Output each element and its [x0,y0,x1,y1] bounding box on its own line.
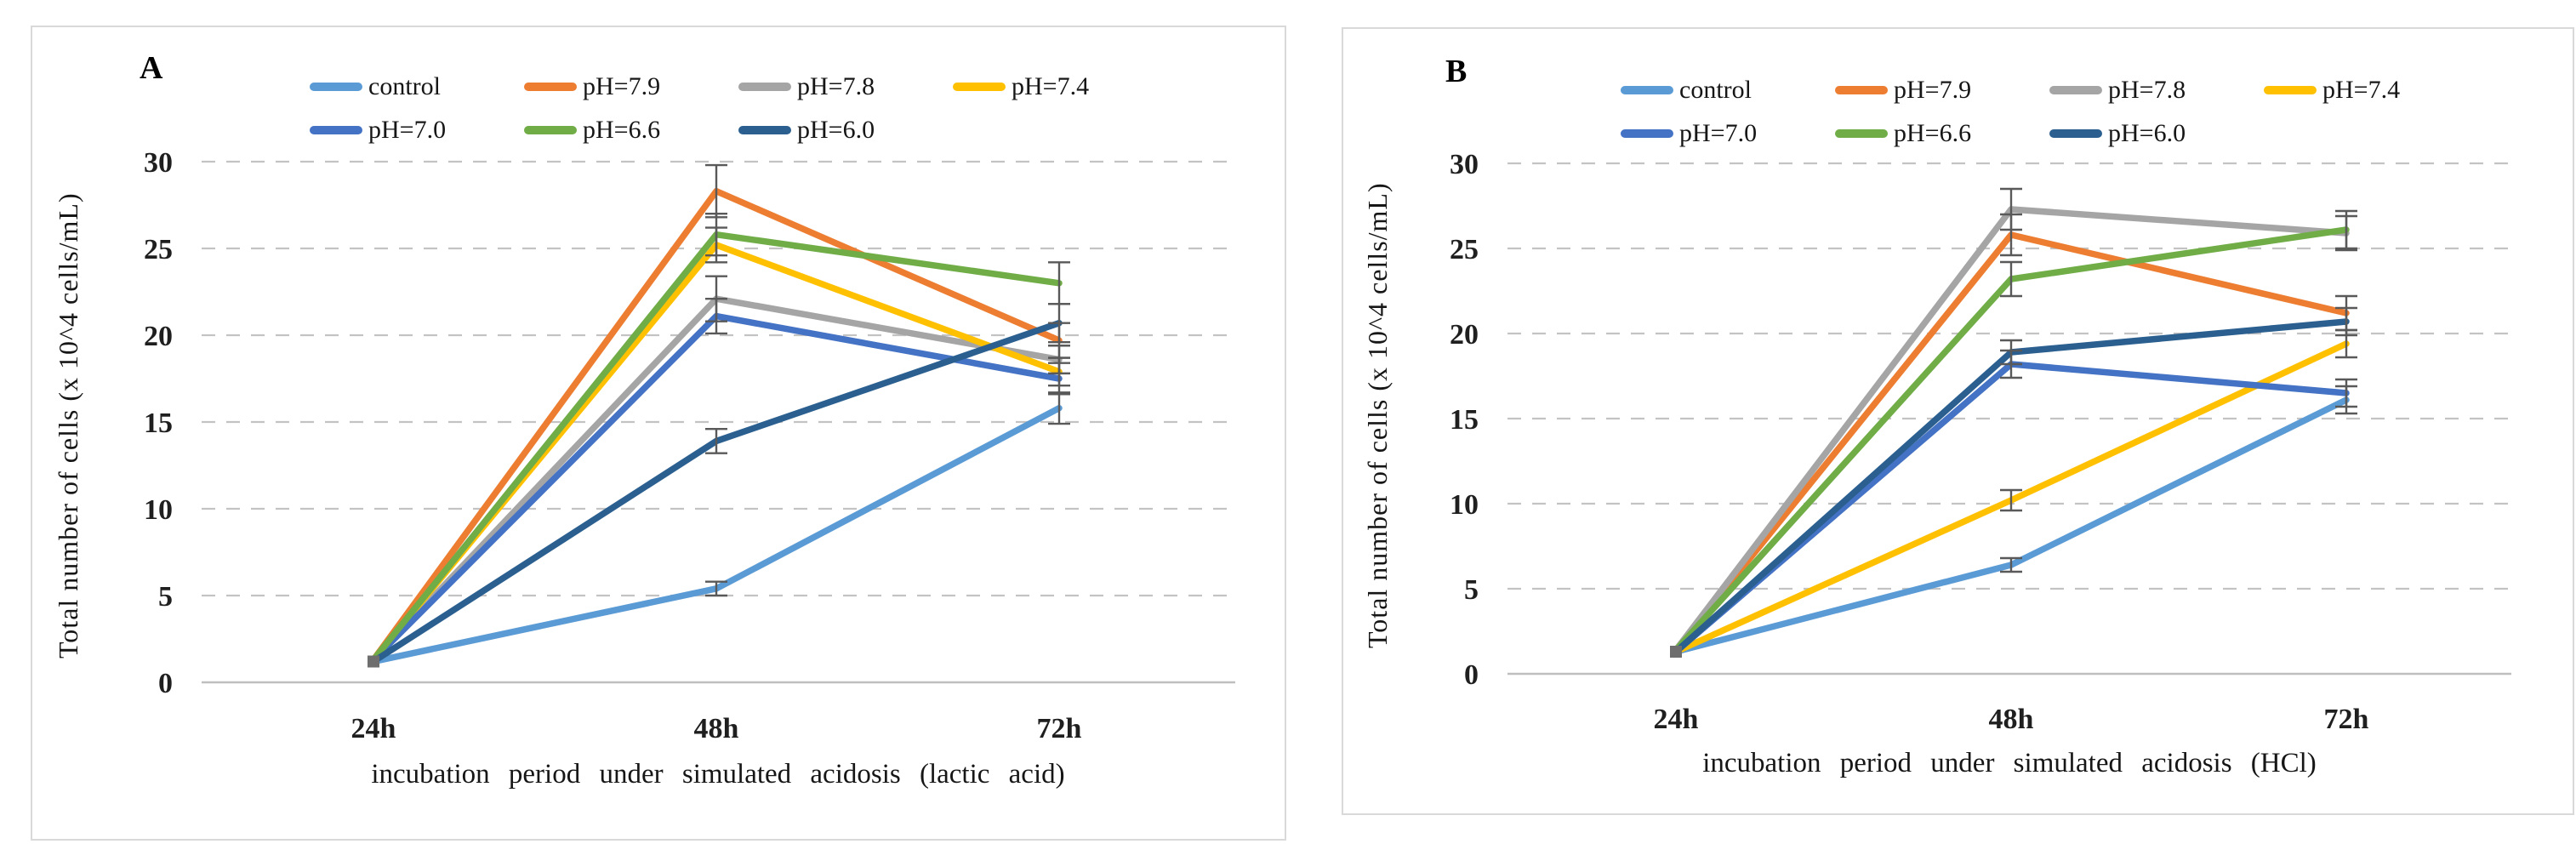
y-tick-label: 5 [158,581,173,613]
data-point-marker [368,655,379,668]
legend-item: pH=7.0 [1621,119,1835,148]
error-bar [705,297,727,335]
y-axis-title-b: Total number of cells (x 10^4 cells/mL) [1362,182,1393,648]
legend-label: pH=7.9 [583,71,661,100]
legend-item: pH=6.6 [524,116,738,145]
x-tick-label: 48h [1989,704,2034,735]
legend-b: control pH=7.9 pH=7.8 pH=7.4 pH=7.0 pH=6.6 pH=… [1621,68,2478,155]
error-bar [2335,209,2357,250]
panel-label-a: A [140,50,163,86]
legend-swatch-icon [738,82,791,91]
y-tick-label: 10 [144,494,173,526]
legend-item: pH=7.9 [1835,76,2049,105]
x-tick-label: 72h [2324,704,2369,735]
error-bar [1048,303,1070,344]
legend-label: pH=7.8 [2108,75,2186,104]
legend-label: pH=7.4 [1012,71,1090,100]
legend-label: pH=6.0 [2108,118,2186,147]
x-tick-label: 48h [694,713,739,744]
legend-label: pH=6.6 [1894,118,1972,147]
legend-item: pH=7.8 [2049,76,2264,105]
chart-plot-a: 0 5 10 15 20 25 30 24h 48h 72h [144,147,1235,744]
series-line-ph-7.0 [370,312,1063,664]
legend-swatch-icon [310,82,362,91]
y-tick-label: 20 [144,321,173,352]
legend-swatch-icon [2049,85,2102,94]
series-line-ph-7.9 [1673,231,2350,653]
error-bar [2000,556,2022,573]
error-bar [2000,339,2022,366]
legend-swatch-icon [953,82,1006,91]
error-bar [705,580,727,597]
y-tick-label: 25 [144,234,173,265]
series-line-ph-7.8 [370,295,1063,664]
y-axis-title-a: Total number of cells (x 10^4 cells/mL) [53,192,83,659]
legend-label: pH=6.0 [797,115,875,144]
legend-label: pH=6.6 [583,115,661,144]
legend-item: pH=7.4 [2264,76,2478,105]
error-bar [2335,378,2357,408]
legend-label: pH=7.8 [797,71,875,100]
legend-label: pH=7.0 [1679,118,1758,147]
legend-item: pH=7.4 [953,72,1167,101]
legend-swatch-icon [738,125,791,134]
legend-item: control [1621,76,1835,105]
legend-swatch-icon [2264,85,2317,94]
x-tick-label: 24h [351,713,396,744]
error-bar [705,212,727,257]
y-tick-label: 25 [1450,234,1479,265]
legend-item: pH=7.0 [310,116,524,145]
x-axis-title-b: incubation period under simulated acidos… [1702,748,2317,778]
y-tick-label: 0 [158,668,173,699]
legend-label: pH=7.4 [2322,75,2401,104]
series-line-ph-6.0 [370,319,1063,665]
y-tick-label: 5 [1464,574,1479,606]
y-tick-label: 20 [1450,319,1479,351]
legend-swatch-icon [1621,85,1673,94]
y-tick-label: 30 [144,147,173,179]
y-tick-label: 30 [1450,149,1479,180]
legend-label: pH=7.9 [1894,75,1972,104]
legend-swatch-icon [1621,128,1673,138]
legend-item: pH=7.8 [738,72,953,101]
error-bar [2000,260,2022,298]
chart-panel-b: B control pH=7.9 pH=7.8 pH=7.4 pH=7.0 pH=6.6 p… [1342,27,2574,815]
legend-swatch-icon [1835,128,1888,138]
error-bar [2000,187,2022,231]
legend-swatch-icon [1835,85,1888,94]
legend-a: control pH=7.9 pH=7.8 pH=7.4 pH=7.0 pH=6.6 pH=… [310,65,1167,151]
error-bar [705,427,727,454]
x-tick-label: 72h [1037,713,1082,744]
legend-label: control [1679,75,1752,104]
y-tick-label: 15 [144,408,173,439]
error-bar [1048,362,1070,396]
legend-item: pH=6.0 [738,116,953,145]
legend-item: control [310,72,524,101]
legend-item: pH=7.9 [524,72,738,101]
legend-label: control [368,71,441,100]
y-tick-label: 15 [1450,404,1479,436]
chart-panel-a: A control pH=7.9 pH=7.8 pH=7.4 pH=7.0 pH=6.6 p… [31,26,1286,841]
legend-swatch-icon [524,125,577,134]
error-bar [2335,306,2357,337]
y-tick-label: 10 [1450,489,1479,521]
chart-plot-b: 0 5 10 15 20 25 30 24h 48h 72h [1450,149,2511,735]
x-tick-label: 24h [1654,704,1699,735]
legend-swatch-icon [2049,128,2102,138]
legend-swatch-icon [310,125,362,134]
error-bar [2000,488,2022,512]
legend-label: pH=7.0 [368,115,447,144]
panel-label-b: B [1445,54,1468,89]
y-tick-label: 0 [1464,659,1479,691]
legend-item: pH=6.0 [2049,119,2264,148]
legend-swatch-icon [524,82,577,91]
data-point-marker [1670,646,1682,658]
x-axis-title-a: incubation period under simulated acidos… [371,759,1065,790]
error-bar [1048,391,1070,425]
legend-item: pH=6.6 [1835,119,2049,148]
